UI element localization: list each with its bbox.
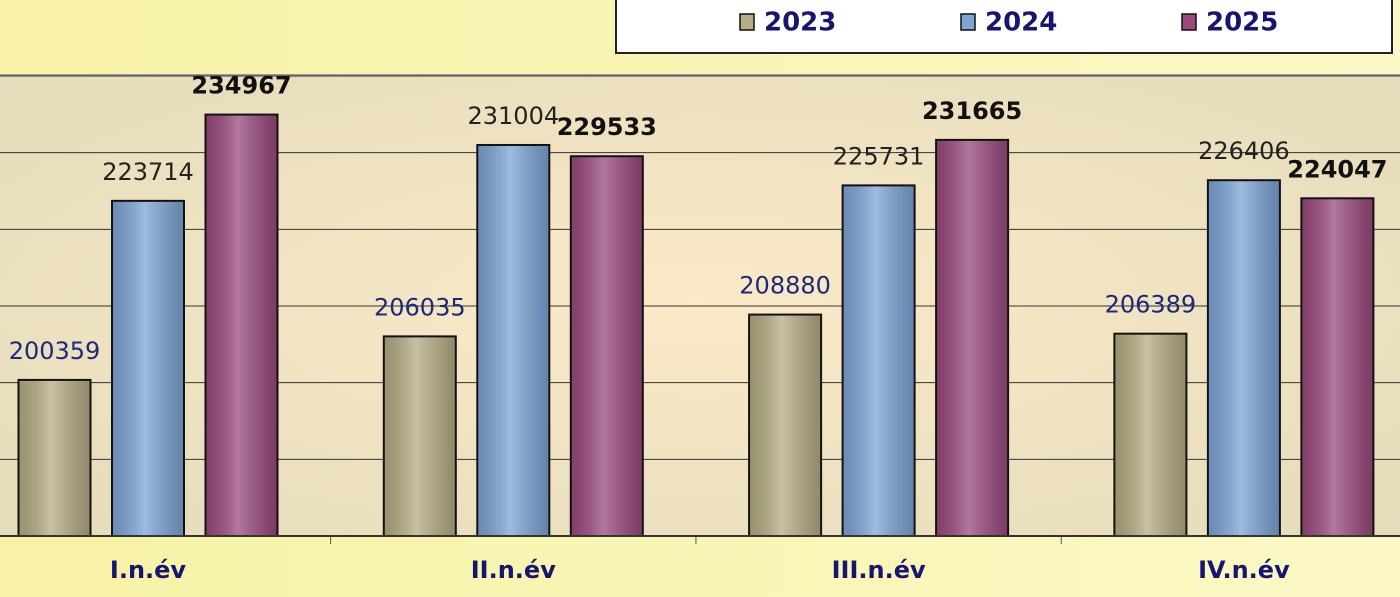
bar-shine — [478, 145, 549, 535]
value-label: 206035 — [374, 293, 466, 321]
legend-swatch — [739, 13, 755, 31]
legend-label: 2025 — [1206, 8, 1278, 38]
value-label: 200359 — [9, 337, 101, 365]
value-label: 226406 — [1198, 137, 1290, 165]
bar-shine — [843, 186, 914, 535]
bar-shine — [1115, 334, 1186, 535]
value-label: 231665 — [922, 97, 1022, 125]
value-label: 206389 — [1105, 291, 1197, 319]
legend-swatch — [1181, 13, 1197, 31]
bar-shine — [1208, 181, 1279, 535]
bar-shine — [19, 380, 90, 535]
bar-shine — [937, 140, 1008, 535]
bar-shine — [113, 201, 183, 536]
value-label: 223714 — [102, 158, 194, 186]
legend-label: 2024 — [985, 8, 1057, 38]
value-label: 225731 — [833, 142, 925, 170]
bar-shine — [384, 337, 455, 535]
x-tick-label: I.n.év — [110, 556, 187, 584]
legend — [615, 0, 1393, 54]
value-label: 208880 — [739, 272, 831, 300]
bar-shine — [750, 315, 821, 535]
value-label: 231004 — [467, 102, 559, 130]
value-label: 229533 — [557, 113, 657, 141]
legend-swatch — [960, 13, 976, 31]
bar-shine — [1302, 199, 1373, 535]
value-label: 224047 — [1287, 155, 1387, 183]
x-tick-label: III.n.év — [832, 556, 926, 584]
x-tick-label: IV.n.év — [1198, 556, 1290, 584]
x-tick-label: II.n.év — [471, 556, 556, 584]
legend-label: 2023 — [764, 8, 836, 38]
value-label: 234967 — [191, 72, 291, 100]
bar-shine — [571, 157, 642, 535]
bar-shine — [206, 115, 277, 535]
